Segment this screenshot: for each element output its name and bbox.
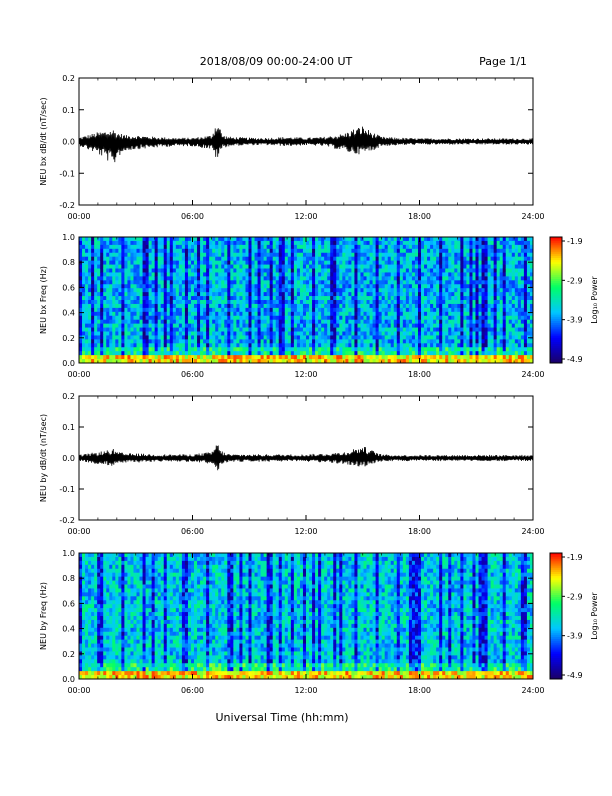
x-tick-label: 00:00: [67, 212, 90, 221]
x-axis-label: Universal Time (hh:mm): [216, 711, 349, 724]
spectrogram-cells: [79, 237, 533, 363]
y-tick-label: 0.6: [62, 599, 75, 608]
x-tick-label: 06:00: [181, 686, 204, 695]
x-tick-label: 00:00: [67, 370, 90, 379]
y-tick-label: 0.1: [62, 106, 75, 115]
y-axis-label: NEU by Freq (Hz): [39, 582, 48, 650]
x-tick-label: 00:00: [67, 527, 90, 536]
page-indicator: Page 1/1: [479, 55, 527, 68]
x-tick-label: 24:00: [521, 370, 544, 379]
y-tick-label: 0.4: [62, 625, 75, 634]
colorbar-tick-label: -2.9: [567, 276, 583, 285]
y-tick-label: 0.8: [62, 258, 75, 267]
y-tick-label: -0.2: [59, 201, 75, 210]
colorbar-tick-label: -4.9: [567, 355, 583, 364]
spectrogram-cells: [79, 553, 533, 679]
y-tick-label: 0.8: [62, 574, 75, 583]
x-tick-label: 06:00: [181, 527, 204, 536]
x-tick-label: 24:00: [521, 527, 544, 536]
x-tick-label: 24:00: [521, 686, 544, 695]
figure-title: 2018/08/09 00:00-24:00 UT: [200, 55, 353, 68]
x-tick-label: 18:00: [408, 527, 431, 536]
y-tick-label: 0.0: [62, 454, 75, 463]
panel-2: -1.9 -2.9 -3.9 -4.9 Log₁₀ Power 00:00 06:00 12:…: [39, 233, 599, 379]
y-axis-label: NEU bx dB/dt (nT/sec): [39, 97, 48, 185]
x-tick-label: 00:00: [67, 686, 90, 695]
x-tick-label: 12:00: [294, 370, 317, 379]
y-tick-label: 1.0: [62, 233, 75, 242]
y-tick-label: -0.1: [59, 169, 75, 178]
y-axis-label: NEU by dB/dt (nT/sec): [39, 414, 48, 502]
x-tick-label: 18:00: [408, 686, 431, 695]
panel-4: -1.9 -2.9 -3.9 -4.9 Log₁₀ Power 00:00 06:00 12:…: [39, 549, 599, 695]
colorbar-tick-label: -3.9: [567, 316, 583, 325]
panels: 00:00 06:00 12:00 18:00 24:00 0.2 0.1 0.0 -0.1 -0…: [39, 74, 599, 695]
x-tick-label: 18:00: [408, 370, 431, 379]
y-tick-label: 0.6: [62, 283, 75, 292]
y-tick-label: 0.0: [62, 675, 75, 684]
colorbar-tick-label: -2.9: [567, 592, 583, 601]
x-tick-label: 18:00: [408, 212, 431, 221]
colorbar-tick-label: -1.9: [567, 237, 583, 246]
y-tick-label: -0.1: [59, 485, 75, 494]
colorbar-label: Log₁₀ Power: [590, 276, 599, 324]
colorbar-tick-label: -4.9: [567, 671, 583, 680]
colorbar-label: Log₁₀ Power: [590, 592, 599, 640]
y-tick-label: 0.4: [62, 309, 75, 318]
colorbar: -1.9 -2.9 -3.9 -4.9 Log₁₀ Power: [550, 237, 599, 364]
x-tick-label: 12:00: [294, 527, 317, 536]
y-tick-label: 0.0: [62, 138, 75, 147]
x-tick-label: 06:00: [181, 370, 204, 379]
y-tick-label: 0.2: [62, 392, 75, 401]
x-tick-label: 24:00: [521, 212, 544, 221]
x-tick-label: 12:00: [294, 686, 317, 695]
y-tick-label: 0.2: [62, 650, 75, 659]
y-tick-label: -0.2: [59, 516, 75, 525]
y-tick-label: 0.2: [62, 334, 75, 343]
series-line: [79, 127, 533, 162]
y-tick-label: 0.0: [62, 359, 75, 368]
colorbar-tick-label: -3.9: [567, 632, 583, 641]
panel-1: 00:00 06:00 12:00 18:00 24:00 0.2 0.1 0.0 -0.1 -0…: [39, 74, 545, 221]
y-axis-label: NEU bx Freq (Hz): [39, 266, 48, 334]
panel-3: 00:00 06:00 12:00 18:00 24:00 0.2 0.1 0.0 -0.1 -0…: [39, 392, 545, 536]
series-line: [79, 445, 533, 470]
x-tick-label: 12:00: [294, 212, 317, 221]
colorbar: -1.9 -2.9 -3.9 -4.9 Log₁₀ Power: [550, 553, 599, 680]
colorbar-tick-label: -1.9: [567, 553, 583, 562]
y-tick-label: 0.2: [62, 74, 75, 83]
y-tick-label: 1.0: [62, 549, 75, 558]
y-tick-label: 0.1: [62, 423, 75, 432]
x-tick-label: 06:00: [181, 212, 204, 221]
